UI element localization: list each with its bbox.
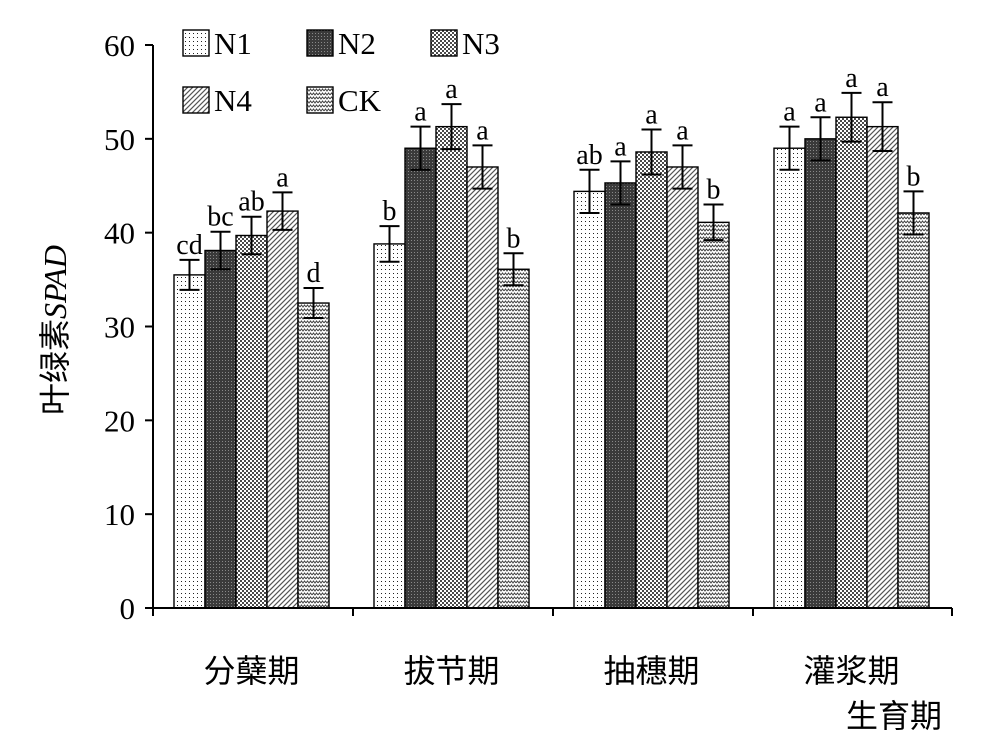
y-tick-label-60: 60 bbox=[104, 28, 135, 63]
legend: N1 N2 N3 N4 CK bbox=[182, 26, 500, 118]
significance-label-CK-4: b bbox=[907, 161, 921, 192]
significance-label-N4-2: a bbox=[476, 115, 489, 146]
significance-label-N4-3: a bbox=[676, 115, 689, 146]
y-axis-title-unit: SPAD bbox=[37, 245, 73, 319]
bar-N1-4 bbox=[773, 147, 806, 609]
legend-swatch-CK bbox=[306, 86, 334, 114]
legend-label-N1: N1 bbox=[214, 26, 252, 61]
bar-N2-4 bbox=[804, 138, 837, 609]
significance-label-N1-2: b bbox=[383, 196, 397, 227]
category-label-3: 抽穗期 bbox=[603, 653, 699, 689]
y-tick-label-50: 50 bbox=[104, 122, 135, 157]
significance-label-N2-3: a bbox=[614, 131, 627, 162]
bar-N4-3 bbox=[666, 166, 699, 609]
significance-label-N4-1: a bbox=[276, 162, 289, 193]
bar-CK-1 bbox=[297, 302, 330, 609]
bar-N4-2 bbox=[466, 166, 499, 609]
legend-label-N2: N2 bbox=[338, 26, 376, 61]
significance-label-N3-4: a bbox=[845, 63, 858, 94]
category-label-2: 拔节期 bbox=[403, 653, 499, 689]
significance-label-N1-1: cd bbox=[176, 230, 202, 261]
y-tick-label-0: 0 bbox=[120, 591, 136, 626]
legend-swatch-N4 bbox=[182, 86, 210, 114]
y-tick-label-10: 10 bbox=[104, 497, 135, 532]
y-tick-label-40: 40 bbox=[104, 216, 135, 251]
y-axis-title-prefix: 叶绿素 bbox=[37, 319, 73, 415]
bar-CK-2 bbox=[497, 268, 530, 609]
bar-N3-1 bbox=[235, 234, 268, 609]
significance-label-N1-3: ab bbox=[576, 140, 602, 171]
y-tick-label-30: 30 bbox=[104, 310, 135, 345]
legend-swatch-N1 bbox=[182, 29, 210, 57]
category-label-4: 灌浆期 bbox=[803, 653, 899, 689]
bar-N2-3 bbox=[604, 182, 637, 609]
legend-label-N3: N3 bbox=[462, 26, 500, 61]
bar-CK-4 bbox=[897, 212, 930, 609]
significance-label-CK-2: b bbox=[507, 223, 521, 254]
significance-label-N1-4: a bbox=[783, 97, 796, 128]
y-axis-title: 叶绿素SPAD bbox=[37, 245, 73, 415]
bar-N3-4 bbox=[835, 116, 868, 609]
bar-N3-2 bbox=[435, 125, 468, 609]
bar-N1-2 bbox=[373, 243, 406, 609]
significance-label-N3-3: a bbox=[645, 99, 658, 130]
bar-N1-3 bbox=[573, 190, 606, 609]
legend-swatch-N3 bbox=[430, 29, 458, 57]
bar-CK-3 bbox=[697, 221, 730, 609]
legend-swatch-N2 bbox=[306, 29, 334, 57]
bar-N2-1 bbox=[204, 249, 237, 609]
axes: 0 10 20 30 40 50 60 分蘖期 拔节期 抽穗期 灌浆期 bbox=[104, 28, 953, 689]
significance-label-N2-4: a bbox=[814, 87, 827, 118]
legend-label-CK: CK bbox=[338, 83, 382, 118]
significance-label-CK-1: d bbox=[307, 258, 321, 289]
y-tick-label-20: 20 bbox=[104, 403, 135, 438]
x-axis-title: 生育期 bbox=[846, 698, 942, 734]
significance-label-N3-1: ab bbox=[238, 187, 264, 218]
bar-N3-3 bbox=[635, 151, 668, 609]
significance-label-N2-1: bc bbox=[207, 202, 233, 233]
significance-label-CK-3: b bbox=[707, 175, 721, 206]
legend-label-N4: N4 bbox=[214, 83, 252, 118]
significance-label-N2-2: a bbox=[414, 97, 427, 128]
significance-label-N3-2: a bbox=[445, 74, 458, 105]
bar-N2-2 bbox=[404, 147, 437, 609]
bar-N4-4 bbox=[866, 125, 899, 609]
category-label-1: 分蘖期 bbox=[203, 653, 299, 689]
bar-N4-1 bbox=[266, 210, 299, 609]
bar-N1-1 bbox=[173, 274, 206, 609]
significance-label-N4-4: a bbox=[876, 72, 889, 103]
